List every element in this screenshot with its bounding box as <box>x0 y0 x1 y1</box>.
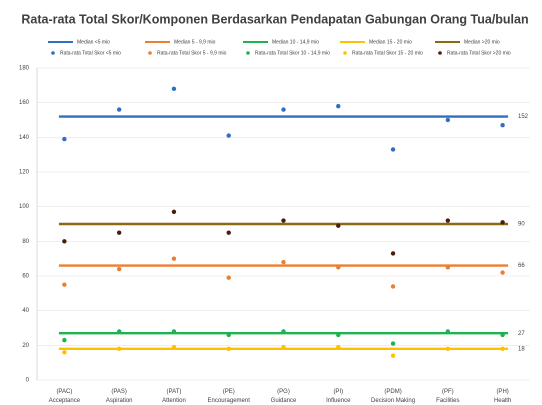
point <box>226 275 231 280</box>
point <box>171 344 177 350</box>
legend-label: Rata-rata Total Skor >20 mio <box>447 50 511 56</box>
point <box>171 256 177 261</box>
point <box>281 218 286 223</box>
point <box>116 346 122 351</box>
legend-label: Median 10 - 14,9 mio <box>272 39 319 45</box>
point <box>500 332 505 338</box>
point <box>390 341 396 346</box>
point <box>62 136 67 142</box>
point <box>390 147 396 152</box>
point <box>116 107 122 112</box>
point <box>226 346 231 351</box>
y-tick-label: 120 <box>19 170 30 176</box>
legend-marker <box>246 51 250 55</box>
point <box>62 350 67 355</box>
point <box>336 265 341 270</box>
legend-marker <box>51 51 55 55</box>
point <box>116 329 122 334</box>
legend-marker <box>148 51 152 55</box>
point <box>445 218 451 223</box>
point <box>445 346 451 351</box>
median-label: 152 <box>518 114 529 120</box>
y-tick-label: 100 <box>19 204 30 210</box>
point <box>445 265 451 270</box>
point <box>336 344 341 350</box>
x-tick-label: (PE) Encouragement <box>208 389 251 404</box>
point <box>62 239 67 244</box>
point <box>390 251 396 256</box>
y-tick-label: 140 <box>19 135 30 141</box>
x-tick-label: (PG) Guidance <box>271 389 297 404</box>
point <box>116 230 122 235</box>
point <box>171 209 177 215</box>
point <box>281 259 286 265</box>
median-label: 66 <box>518 263 525 269</box>
point <box>171 86 177 92</box>
point <box>500 270 505 275</box>
point <box>281 344 286 350</box>
point <box>62 337 67 343</box>
median-label: 27 <box>518 331 525 337</box>
point <box>500 346 505 351</box>
legend-label: Median 15 - 20 mio <box>369 39 412 45</box>
y-tick-label: 40 <box>22 308 29 314</box>
x-tick-label: (PH) Health <box>494 389 511 404</box>
x-tick-label: (PAT) Attention <box>162 389 186 404</box>
point <box>500 123 505 128</box>
y-tick-label: 160 <box>19 100 30 106</box>
point <box>226 332 231 338</box>
point <box>390 284 396 289</box>
point <box>116 266 122 272</box>
x-tick-label: (PAS) Aspiration <box>106 389 133 404</box>
y-tick-label: 60 <box>22 274 29 280</box>
point <box>500 220 505 225</box>
legend-label: Rata-rata Total Skor 10 - 14,9 mio <box>255 50 330 56</box>
legend-marker <box>343 51 347 55</box>
point <box>336 332 341 338</box>
x-tick-label: (PF) Facilities <box>436 389 459 404</box>
legend-label: Rata-rata Total Skor 5 - 9,9 mio <box>157 50 227 56</box>
point <box>390 353 396 358</box>
legend-label: Median >20 mio <box>464 39 500 45</box>
y-tick-label: 80 <box>22 239 29 245</box>
point <box>336 223 341 228</box>
legend-label: Median <5 mio <box>77 39 110 45</box>
point <box>445 329 451 334</box>
legend-label: Rata-rata Total Skor <5 mio <box>60 50 121 56</box>
chart-title: Rata-rata Total Skor/Komponen Berdasarka… <box>21 12 528 26</box>
point <box>445 117 451 123</box>
x-tick-label: (PI) Influence <box>326 389 351 404</box>
x-tick-label: (PDM) Decision Making <box>371 389 415 404</box>
point <box>281 107 286 112</box>
point <box>226 133 231 138</box>
y-tick-label: 0 <box>26 378 30 384</box>
point <box>62 282 67 287</box>
y-tick-label: 180 <box>19 66 30 72</box>
point <box>226 230 231 235</box>
x-tick-label: (PAC) Acceptance <box>49 389 81 404</box>
legend-label: Median 5 - 9,9 mio <box>174 39 216 45</box>
median-label: 18 <box>518 346 525 352</box>
point <box>336 103 341 109</box>
y-tick-label: 20 <box>22 343 29 349</box>
point <box>171 329 177 334</box>
legend-label: Rata-rata Total Skor 15 - 20 mio <box>352 50 423 56</box>
median-label: 90 <box>518 222 525 228</box>
point <box>281 329 286 334</box>
legend-marker <box>438 51 442 55</box>
